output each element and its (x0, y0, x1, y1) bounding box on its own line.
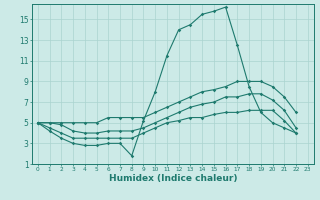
X-axis label: Humidex (Indice chaleur): Humidex (Indice chaleur) (108, 174, 237, 183)
